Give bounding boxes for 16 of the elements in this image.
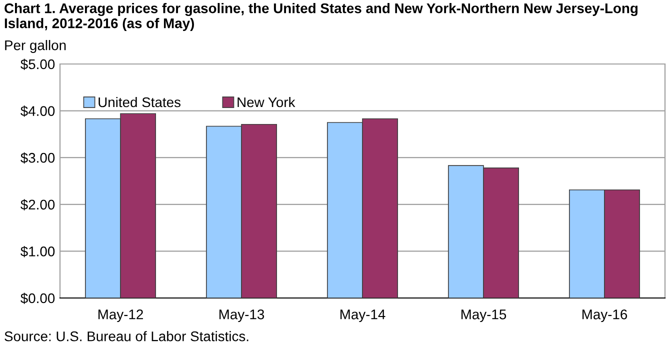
- chart-title: Chart 1. Average prices for gasoline, the United States and New York-Northern New Jersey-Long Island, 2012-2016 (as of May): [4, 3, 638, 31]
- y-tick-label: $4.00: [20, 106, 55, 117]
- source-note: Source: U.S. Bureau of Labor Statistics.: [4, 331, 248, 342]
- legend-label: New York: [238, 96, 296, 108]
- y-tick-label: $1.00: [20, 246, 55, 258]
- x-tick-label: May-12: [98, 309, 143, 322]
- y-tick-label: $0.00: [20, 292, 55, 304]
- legend-label: United States: [98, 96, 180, 108]
- x-tick-label: May-15: [461, 310, 506, 322]
- x-tick-label: May-13: [219, 309, 264, 322]
- y-axis-title: Per gallon: [5, 40, 66, 53]
- y-tick-label: $2.00: [20, 199, 55, 210]
- x-tick-label: May-14: [340, 310, 386, 322]
- y-tick-label: $3.00: [20, 152, 55, 164]
- x-tick-label: May-16: [582, 309, 628, 322]
- y-tick-label: $5.00: [20, 58, 55, 70]
